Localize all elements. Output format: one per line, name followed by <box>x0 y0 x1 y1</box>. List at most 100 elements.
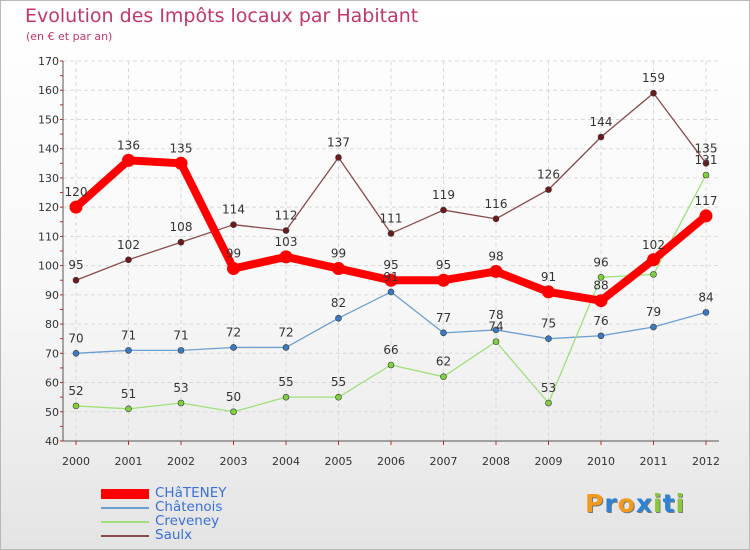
data-label-chatenois: 72 <box>278 325 293 339</box>
legend-swatch <box>101 507 149 509</box>
y-tick-label: 80 <box>45 318 59 331</box>
data-label-chateney: 95 <box>383 258 398 272</box>
data-label-chateney: 136 <box>117 138 140 152</box>
data-label-saulx: 119 <box>432 188 455 202</box>
data-point-chatenois <box>387 288 395 296</box>
logo-letter: i <box>675 489 686 518</box>
data-label-saulx: 102 <box>117 238 140 252</box>
data-label-chatenois: 82 <box>331 296 346 310</box>
chart-title: Evolution des Impôts locaux par Habitant <box>25 5 419 27</box>
data-label-chateney: 99 <box>226 247 241 261</box>
data-point-chatenois <box>72 350 80 357</box>
logo-letter: r <box>604 489 618 518</box>
data-point-chatenois <box>492 326 500 334</box>
data-point-chatenois <box>282 344 290 351</box>
data-point-creveney <box>387 361 395 369</box>
legend-label: Creveney <box>155 513 220 529</box>
legend-swatch <box>101 521 149 523</box>
data-point-chateney <box>122 153 135 167</box>
data-label-chatenois: 70 <box>68 331 83 345</box>
grid-layer <box>63 60 719 442</box>
data-label-layer: 120 136 135 99 103 99 95 95 98 91 88 102 117 70 71 71 72… <box>65 71 718 404</box>
data-label-saulx: 108 <box>170 220 193 234</box>
x-tick-label: 2000 <box>62 455 90 468</box>
data-label-creveney: 52 <box>68 384 83 398</box>
y-tick-label: 90 <box>45 289 59 302</box>
data-label-chatenois: 77 <box>436 311 451 325</box>
data-point-saulx <box>282 227 290 234</box>
x-tick-label: 2008 <box>482 455 510 468</box>
data-label-chateney: 99 <box>331 247 346 261</box>
data-point-saulx <box>440 206 447 214</box>
data-label-chatenois: 71 <box>121 328 136 342</box>
data-label-chateney: 102 <box>642 238 665 252</box>
x-tick-label: 2011 <box>640 455 668 468</box>
data-point-chatenois <box>230 344 237 351</box>
data-label-creveney: 51 <box>121 387 136 401</box>
data-label-chateney: 98 <box>488 249 503 263</box>
logo-letter: P <box>585 489 605 518</box>
data-label-creveney: 131 <box>695 153 718 167</box>
data-point-chateney <box>699 209 713 223</box>
data-point-saulx <box>387 230 395 237</box>
data-label-saulx: 137 <box>327 135 350 149</box>
data-label-creveney: 96 <box>593 255 608 269</box>
data-point-chateney <box>437 273 450 287</box>
data-point-saulx <box>125 256 132 264</box>
y-tick-label: 170 <box>38 55 59 68</box>
y-tick-label: 50 <box>45 406 59 419</box>
data-label-chatenois: 72 <box>226 325 241 339</box>
data-label-chatenois: 91 <box>383 270 398 284</box>
y-tick-label: 100 <box>38 260 59 273</box>
data-point-chateney <box>174 156 188 170</box>
data-label-chatenois: 84 <box>698 290 713 304</box>
data-label-saulx: 126 <box>537 168 560 182</box>
data-point-creveney <box>282 393 290 401</box>
data-point-chatenois <box>125 347 132 354</box>
y-tick-label: 150 <box>38 113 59 126</box>
data-point-chateney <box>542 285 555 299</box>
data-label-chateney: 95 <box>436 258 451 272</box>
data-label-saulx: 95 <box>68 258 83 272</box>
data-point-saulx <box>650 89 657 97</box>
data-point-chatenois <box>440 329 447 337</box>
data-label-saulx: 144 <box>590 115 613 129</box>
logo-letter: t <box>662 489 676 518</box>
data-point-chateney <box>384 273 398 287</box>
data-point-creveney <box>440 373 447 380</box>
data-label-creveney: 55 <box>331 375 346 389</box>
y-tick-label: 40 <box>45 435 59 448</box>
data-label-chatenois: 75 <box>541 317 556 331</box>
x-tick-label: 2009 <box>535 455 563 468</box>
data-point-creveney <box>492 338 500 345</box>
data-label-chateney: 117 <box>695 194 718 208</box>
data-point-chatenois <box>335 314 342 322</box>
data-point-chateney <box>227 262 240 276</box>
data-point-chateney <box>594 294 608 308</box>
data-label-chatenois: 71 <box>173 328 188 342</box>
logo-letter: x <box>635 489 653 518</box>
data-point-chateney <box>489 264 503 278</box>
data-label-chateney: 135 <box>170 141 193 155</box>
x-tick-label: 2006 <box>377 455 405 468</box>
data-label-saulx: 112 <box>275 209 298 223</box>
data-point-saulx <box>72 276 80 284</box>
x-tick-label: 2001 <box>115 455 143 468</box>
data-point-saulx <box>702 160 710 167</box>
proxiti-logo: Proxiti <box>585 489 685 518</box>
data-point-creveney <box>335 393 342 401</box>
data-label-creveney: 55 <box>278 375 293 389</box>
data-point-creveney <box>125 405 132 413</box>
legend-swatch <box>101 535 149 537</box>
y-tick-label: 160 <box>38 84 59 97</box>
data-point-saulx <box>597 133 605 141</box>
data-label-creveney: 53 <box>173 381 188 395</box>
x-tick-label: 2002 <box>167 455 195 468</box>
x-tick-label: 2004 <box>272 455 300 468</box>
data-label-creveney: 66 <box>383 343 398 357</box>
data-point-chateney <box>69 200 83 214</box>
data-point-creveney <box>597 274 605 281</box>
data-point-chatenois <box>702 309 710 316</box>
